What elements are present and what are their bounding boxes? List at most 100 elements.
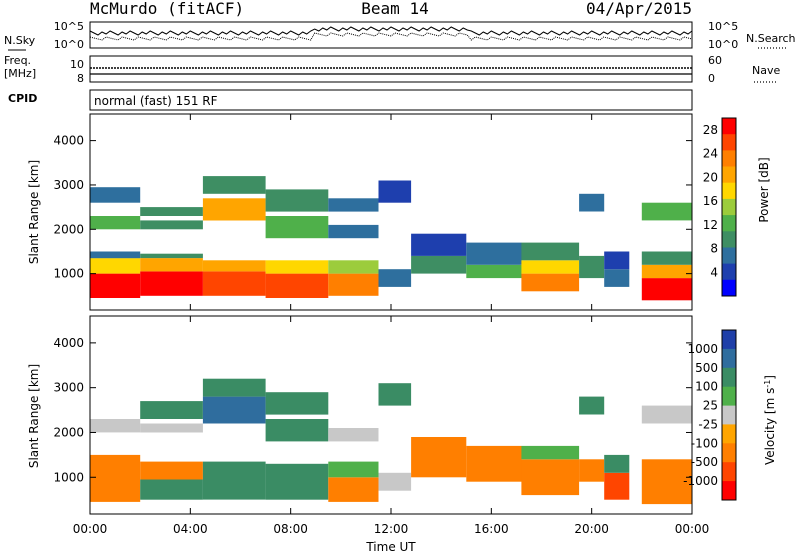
heatmap-cell: [521, 445, 580, 460]
heatmap-cell: [641, 202, 692, 221]
colorbar-swatch: [722, 462, 736, 482]
heatmap-cell: [378, 269, 412, 287]
heatmap-cell: [641, 278, 692, 301]
colorbar-tick-label: 28: [703, 123, 718, 137]
colorbar-frame: [721, 329, 737, 501]
heatmap-cell: [202, 461, 266, 475]
heatmap-cell: [265, 392, 329, 415]
heatmap-cell: [466, 242, 522, 265]
cpid-panel-frame: [89, 89, 693, 111]
beam-title: Beam 14: [361, 0, 428, 18]
velocity-colorbar-label: Velocity [m s-1]: [763, 375, 777, 465]
colorbar-swatch: [722, 166, 736, 184]
x-tick-label: 04:00: [173, 522, 208, 536]
freq-label: Freq.: [4, 54, 31, 67]
heatmap-cell: [140, 253, 203, 259]
freq-tick-high: 10: [70, 58, 84, 71]
heatmap-cell: [466, 445, 522, 482]
colorbar-tick-label: 25: [703, 399, 718, 413]
heatmap-cell: [90, 251, 141, 259]
heatmap-cell: [328, 198, 379, 212]
freq-tick-low: 8: [77, 72, 84, 85]
colorbar-tick-label: 24: [703, 147, 718, 161]
colorbar-swatch: [722, 386, 736, 407]
heatmap-cell: [579, 459, 605, 482]
nsearch-label: N.Search: [746, 32, 796, 45]
heatmap-cell: [265, 189, 329, 212]
heatmap-cell: [202, 260, 266, 272]
x-axis-ticks: 00:00 04:00 08:00 12:00 16:00 20:00 00:00: [73, 114, 710, 536]
noise-tick-right-high: 10^5: [708, 20, 738, 33]
heatmap-cell: [328, 260, 379, 274]
heatmap-cell: [641, 264, 692, 279]
heatmap-cell: [140, 479, 203, 500]
power-colorbar-label: Power [dB]: [757, 157, 771, 222]
noise-tick-right-low: 10^0: [708, 38, 738, 51]
heatmap-cell: [90, 454, 141, 502]
heatmap-cell: [604, 251, 630, 270]
freq-panel-frame: [89, 55, 693, 83]
cpid-label: CPID: [8, 92, 37, 105]
nave-tick-low: 0: [708, 72, 715, 85]
heatmap-cell: [202, 271, 266, 296]
heatmap-cell: [579, 255, 605, 279]
heatmap-cell: [378, 383, 412, 406]
colorbar-swatch: [722, 134, 736, 151]
heatmap-cell: [140, 423, 203, 433]
heatmap-cell: [411, 437, 467, 478]
nave-tick-high: 60: [708, 54, 722, 67]
x-tick-label: 00:00: [675, 522, 710, 536]
heatmap-cell: [140, 401, 203, 419]
heatmap-cell: [604, 454, 630, 473]
heatmap-cell: [202, 475, 266, 500]
noise-tick-left-low: 10^0: [54, 38, 84, 51]
y-tick-label: 4000: [53, 336, 84, 350]
colorbar-swatch: [722, 424, 736, 444]
velocity-heatmap: [90, 378, 692, 505]
heatmap-cell: [265, 260, 329, 274]
heatmap-cell: [641, 251, 692, 265]
power-y-label: Slant Range [km]: [27, 160, 41, 264]
noise-line-search: [89, 32, 693, 41]
y-tick-label: 3000: [53, 381, 84, 395]
heatmap-cell: [140, 461, 203, 480]
colorbar-swatch: [722, 118, 736, 135]
y-tick-label: 2000: [53, 425, 84, 439]
heatmap-cell: [378, 180, 412, 203]
colorbar-tick-label: -500: [691, 455, 718, 469]
heatmap-cell: [328, 273, 379, 296]
heatmap-cell: [265, 479, 329, 500]
heatmap-cell: [378, 472, 412, 491]
heatmap-cell: [328, 477, 379, 502]
heatmap-cell: [328, 428, 379, 442]
heatmap-cell: [265, 216, 329, 239]
heatmap-cell: [521, 242, 580, 261]
heatmap-cell: [411, 255, 467, 274]
x-tick-label: 20:00: [574, 522, 609, 536]
heatmap-cell: [265, 419, 329, 442]
power-heatmap: [90, 176, 692, 301]
colorbar-swatch: [722, 443, 736, 463]
colorbar-tick-label: -100: [691, 436, 718, 450]
x-tick-label: 16:00: [474, 522, 509, 536]
heatmap-cell: [90, 216, 141, 230]
colorbar-swatch: [722, 231, 736, 248]
heatmap-cell: [521, 459, 580, 496]
nsky-label: N.Sky: [4, 34, 36, 47]
colorbar-tick-label: 8: [710, 242, 718, 256]
heatmap-cell: [604, 472, 630, 500]
date-title: 04/Apr/2015: [586, 0, 692, 18]
colorbar-swatch: [722, 263, 736, 281]
heatmap-cell: [328, 461, 379, 478]
y-tick-label: 4000: [53, 134, 84, 148]
velocity-y-ticks: 1000 2000 3000 4000: [53, 336, 692, 484]
heatmap-cell: [641, 405, 692, 424]
heatmap-cell: [202, 396, 266, 424]
heatmap-cell: [579, 193, 605, 212]
y-tick-label: 3000: [53, 178, 84, 192]
heatmap-cell: [202, 176, 266, 194]
heatmap-cell: [265, 273, 329, 298]
y-tick-label: 2000: [53, 222, 84, 236]
colorbar-swatch: [722, 279, 736, 297]
